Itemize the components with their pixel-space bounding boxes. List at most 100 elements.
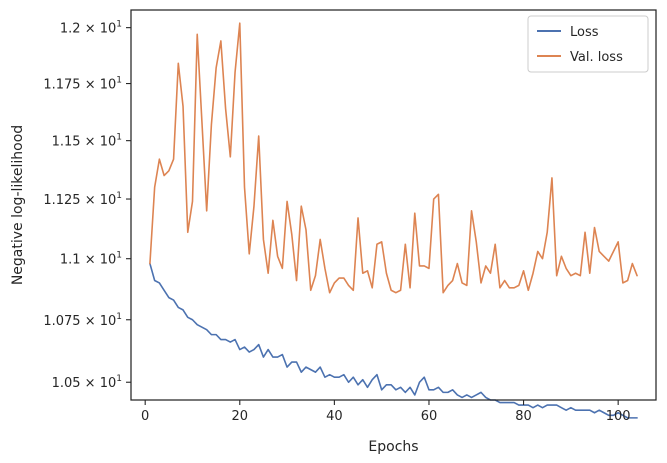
data-point-loss — [239, 348, 241, 350]
data-point-val-loss — [626, 279, 628, 281]
data-point-val-loss — [456, 262, 458, 264]
data-point-val-loss — [187, 231, 189, 233]
data-point-val-loss — [177, 62, 179, 64]
data-point-loss — [461, 396, 463, 398]
data-point-loss — [395, 389, 397, 391]
legend-label-loss: Loss — [570, 25, 599, 40]
data-point-val-loss — [409, 287, 411, 289]
data-point-loss — [423, 376, 425, 378]
data-point-val-loss — [333, 282, 335, 284]
data-point-val-loss — [220, 40, 222, 42]
data-point-val-loss — [451, 279, 453, 281]
data-point-val-loss — [537, 250, 539, 252]
data-point-loss — [636, 417, 638, 419]
data-point-val-loss — [503, 279, 505, 281]
data-point-loss — [442, 391, 444, 393]
data-point-loss — [409, 386, 411, 388]
data-point-val-loss — [229, 156, 231, 158]
data-point-loss — [631, 417, 633, 419]
x-tick-label: 60 — [421, 409, 438, 424]
data-point-loss — [574, 409, 576, 411]
data-point-val-loss — [291, 233, 293, 235]
data-point-val-loss — [494, 243, 496, 245]
data-point-val-loss — [574, 272, 576, 274]
data-point-loss — [310, 368, 312, 370]
data-point-loss — [158, 282, 160, 284]
data-point-val-loss — [433, 198, 435, 200]
data-point-loss — [404, 391, 406, 393]
data-point-loss — [532, 406, 534, 408]
data-point-loss — [380, 389, 382, 391]
data-point-loss — [447, 391, 449, 393]
data-point-val-loss — [362, 272, 364, 274]
y-axis-label: Negative log-likelihood — [10, 125, 26, 285]
data-point-val-loss — [182, 105, 184, 107]
data-point-loss — [333, 376, 335, 378]
data-point-val-loss — [518, 284, 520, 286]
data-point-loss — [276, 356, 278, 358]
data-point-val-loss — [276, 255, 278, 257]
data-point-loss — [513, 401, 515, 403]
plot-lines — [149, 22, 638, 419]
data-point-loss — [503, 401, 505, 403]
data-point-loss — [187, 316, 189, 318]
data-point-loss — [480, 391, 482, 393]
data-point-loss — [220, 338, 222, 340]
data-point-loss — [343, 373, 345, 375]
data-point-loss — [210, 333, 212, 335]
data-point-loss — [390, 384, 392, 386]
data-point-val-loss — [352, 289, 354, 291]
data-point-val-loss — [210, 123, 212, 125]
data-point-val-loss — [281, 267, 283, 269]
data-point-loss — [475, 394, 477, 396]
data-point-loss — [272, 356, 274, 358]
series-line-val-loss — [149, 22, 638, 294]
data-point-val-loss — [418, 265, 420, 267]
data-point-loss — [437, 386, 439, 388]
legend: Loss Val. loss — [527, 15, 649, 73]
data-point-loss — [560, 406, 562, 408]
data-point-loss — [182, 309, 184, 311]
y-tick-label: 1.175 × 101 — [43, 76, 122, 93]
data-point-loss — [215, 333, 217, 335]
data-point-val-loss — [371, 287, 373, 289]
data-point-val-loss — [262, 238, 264, 240]
data-point-val-loss — [570, 274, 572, 276]
data-point-loss — [253, 348, 255, 350]
data-point-loss — [584, 409, 586, 411]
data-point-val-loss — [314, 274, 316, 276]
data-point-val-loss — [376, 243, 378, 245]
y-tick-label: 1.2 × 101 — [60, 20, 122, 37]
data-point-val-loss — [267, 272, 269, 274]
data-point-val-loss — [258, 135, 260, 137]
data-point-val-loss — [286, 200, 288, 202]
data-point-val-loss — [153, 186, 155, 188]
data-point-val-loss — [243, 186, 245, 188]
data-point-val-loss — [390, 289, 392, 291]
data-point-val-loss — [149, 262, 151, 264]
data-point-loss — [338, 376, 340, 378]
data-point-val-loss — [579, 274, 581, 276]
x-tick-label: 100 — [606, 409, 631, 424]
y-tick-label: 1.075 × 101 — [43, 312, 122, 329]
data-point-loss — [352, 376, 354, 378]
plot-frame — [130, 9, 657, 401]
data-point-loss — [466, 394, 468, 396]
data-point-loss — [248, 351, 250, 353]
data-point-loss — [376, 373, 378, 375]
data-point-val-loss — [295, 279, 297, 281]
y-tick-label: 1.05 × 101 — [52, 374, 122, 391]
data-point-val-loss — [617, 241, 619, 243]
data-point-val-loss — [338, 277, 340, 279]
data-point-val-loss — [513, 287, 515, 289]
y-tick-label: 1.15 × 101 — [52, 133, 122, 150]
data-point-val-loss — [527, 289, 529, 291]
data-point-loss — [428, 389, 430, 391]
data-point-loss — [357, 384, 359, 386]
data-point-val-loss — [499, 287, 501, 289]
data-point-val-loss — [631, 262, 633, 264]
data-point-val-loss — [622, 282, 624, 284]
data-point-val-loss — [404, 243, 406, 245]
data-point-loss — [362, 379, 364, 381]
